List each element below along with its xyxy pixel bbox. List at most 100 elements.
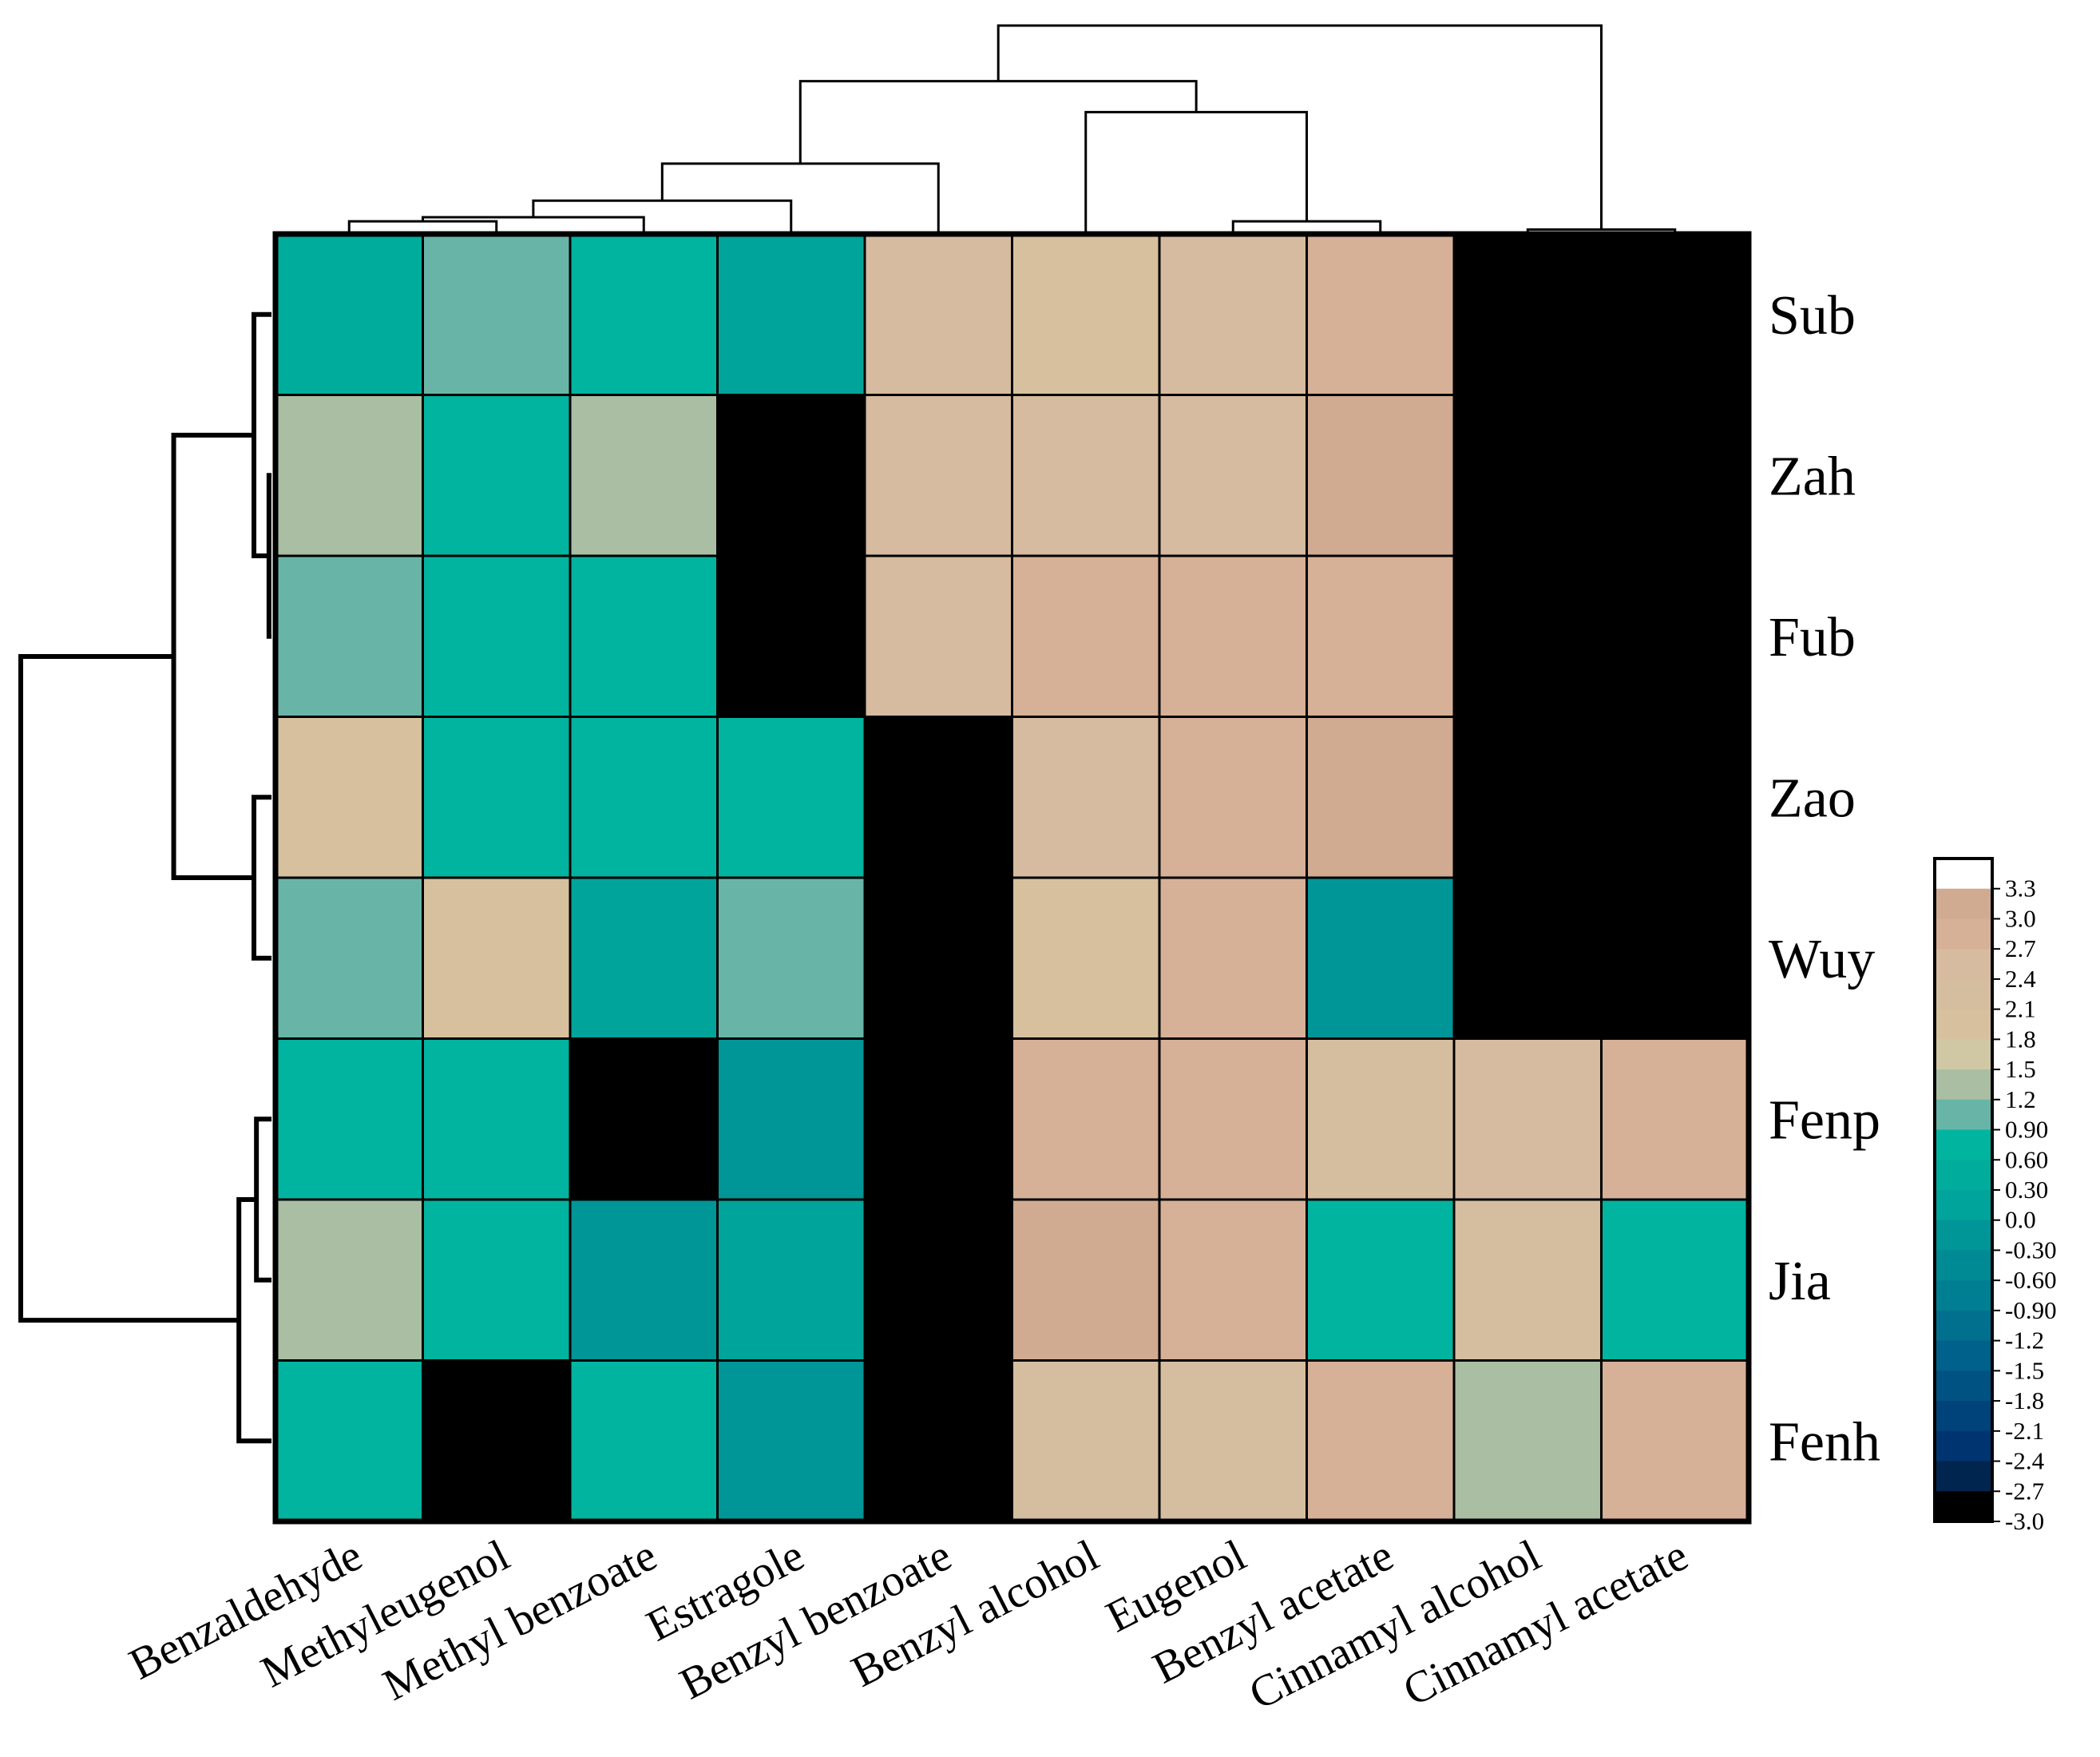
column-dendrogram-branch-9: [997, 24, 1603, 230]
cell-wuy-eugenol: [1158, 876, 1308, 1040]
cell-fenp-methyl-benzoate: [569, 1037, 719, 1201]
row-label-fenp: Fenp: [1769, 1089, 1880, 1151]
row-dendrogram-branch-3: [252, 795, 271, 961]
column-dendrogram-branch-5: [1231, 220, 1382, 232]
cell-zao-estragole: [716, 716, 866, 879]
cell-fenh-methyleugenol: [422, 1359, 572, 1523]
cell-sub-cinnamyl-alcohol: [1452, 232, 1603, 396]
cell-zao-methyleugenol: [422, 716, 572, 879]
cell-fub-eugenol: [1158, 554, 1308, 718]
cell-wuy-benzyl-alcohol: [1011, 876, 1161, 1040]
cell-fenh-benzaldehyde: [274, 1359, 424, 1523]
legend-tick-label-8: 1.2: [2005, 1085, 2036, 1113]
legend-swatch-15: [1935, 1280, 1992, 1311]
cell-zao-eugenol: [1158, 716, 1308, 879]
cell-sub-benzyl-acetate: [1306, 232, 1456, 396]
cell-fub-methyl-benzoate: [569, 554, 719, 718]
cell-wuy-cinnamyl-acetate: [1600, 876, 1750, 1040]
legend-tick-label-9: 0.90: [2005, 1116, 2048, 1144]
legend-swatch-10: [1935, 1129, 1992, 1160]
legend-swatch-3: [1935, 918, 1992, 950]
row-label-jia: Jia: [1769, 1251, 1831, 1312]
cell-fenp-estragole: [716, 1037, 866, 1201]
legend-tick-label-4: 2.4: [2005, 965, 2036, 993]
column-label-benzyl-alcohol: Benzyl alcohol: [844, 1530, 1107, 1696]
cell-jia-methyleugenol: [422, 1198, 572, 1362]
column-dendrogram-branch-2: [422, 216, 645, 232]
legend-swatch-5: [1935, 978, 1992, 1010]
cell-zah-benzyl-alcohol: [1011, 394, 1161, 557]
row-label-wuy: Wuy: [1769, 929, 1875, 990]
legend-tick-label-20: -2.4: [2005, 1447, 2045, 1475]
cell-jia-benzyl-acetate: [1306, 1198, 1456, 1362]
legend-swatch-1: [1935, 859, 1992, 890]
row-label-zah: Zah: [1769, 446, 1856, 507]
legend-swatch-22: [1935, 1491, 1992, 1522]
cell-zao-cinnamyl-alcohol: [1452, 716, 1603, 879]
cell-fenp-eugenol: [1158, 1037, 1308, 1201]
cell-fenp-benzyl-benzoate: [863, 1037, 1013, 1201]
legend-tick-label-11: 0.30: [2005, 1176, 2048, 1204]
row-dendrogram: [18, 311, 271, 1444]
row-label-fub: Fub: [1769, 607, 1856, 668]
legend-tick-label-14: -0.60: [2005, 1266, 2057, 1294]
legend-swatch-12: [1935, 1190, 1992, 1221]
cell-sub-cinnamyl-acetate: [1600, 232, 1750, 396]
cell-zao-methyl-benzoate: [569, 716, 719, 879]
cell-fenh-benzyl-acetate: [1306, 1359, 1456, 1523]
cell-jia-methyl-benzoate: [569, 1198, 719, 1362]
cell-wuy-methyleugenol: [422, 876, 572, 1040]
cell-fenh-estragole: [716, 1359, 866, 1523]
legend-swatch-18: [1935, 1370, 1992, 1402]
cell-zao-benzyl-acetate: [1306, 716, 1456, 879]
heatmap-cells: [274, 232, 1750, 1523]
cell-jia-benzyl-benzoate: [863, 1198, 1013, 1362]
cell-wuy-methyl-benzoate: [569, 876, 719, 1040]
color-legend: 3.33.02.72.42.11.81.51.20.900.600.300.0-…: [1933, 857, 2057, 1535]
cell-fenh-cinnamyl-alcohol: [1452, 1359, 1603, 1523]
legend-tick-label-15: -0.90: [2005, 1296, 2057, 1324]
column-dendrogram-branch-4: [660, 162, 940, 232]
cell-fub-estragole: [716, 554, 866, 718]
cell-zah-benzyl-benzoate: [863, 394, 1013, 557]
legend-swatch-7: [1935, 1039, 1992, 1070]
cell-fub-cinnamyl-acetate: [1600, 554, 1750, 718]
legend-tick-label-12: 0.0: [2005, 1206, 2036, 1234]
cell-wuy-benzyl-benzoate: [863, 876, 1013, 1040]
legend-swatch-20: [1935, 1430, 1992, 1462]
cell-zah-methyl-benzoate: [569, 394, 719, 557]
cell-sub-benzaldehyde: [274, 232, 424, 396]
cell-fenp-cinnamyl-alcohol: [1452, 1037, 1603, 1201]
cell-wuy-cinnamyl-alcohol: [1452, 876, 1603, 1040]
cell-fub-methyleugenol: [422, 554, 572, 718]
cell-sub-benzyl-benzoate: [863, 232, 1013, 396]
cell-zao-cinnamyl-acetate: [1600, 716, 1750, 879]
legend-tick-label-22: -3.0: [2005, 1507, 2044, 1535]
heatmap-border: [272, 231, 1752, 1525]
cell-fenp-benzyl-alcohol: [1011, 1037, 1161, 1201]
row-label-fenh: Fenh: [1769, 1411, 1880, 1473]
cell-zao-benzaldehyde: [274, 716, 424, 879]
legend-tick-label-5: 2.1: [2005, 995, 2036, 1023]
column-dendrogram-branch-1: [347, 220, 498, 232]
row-label-sub: Sub: [1769, 285, 1856, 347]
cell-fub-cinnamyl-alcohol: [1452, 554, 1603, 718]
cell-zah-cinnamyl-acetate: [1600, 394, 1750, 557]
cell-zah-estragole: [716, 394, 866, 557]
cell-fenh-benzyl-benzoate: [863, 1359, 1013, 1523]
cell-fub-benzyl-alcohol: [1011, 554, 1161, 718]
cell-sub-eugenol: [1158, 232, 1308, 396]
legend-tick-label-3: 2.7: [2005, 934, 2036, 962]
legend-swatch-9: [1935, 1099, 1992, 1131]
legend-swatch-4: [1935, 949, 1992, 980]
row-labels: Sub Zah Fub Zao Wuy Fenp Jia Fenh: [1769, 285, 1880, 1473]
cell-jia-benzaldehyde: [274, 1198, 424, 1362]
cell-fub-benzyl-acetate: [1306, 554, 1456, 718]
cell-zao-benzyl-benzoate: [863, 716, 1013, 879]
legend-swatch-13: [1935, 1220, 1992, 1251]
cell-zah-cinnamyl-alcohol: [1452, 394, 1603, 557]
cell-sub-estragole: [716, 232, 866, 396]
cell-sub-methyleugenol: [422, 232, 572, 396]
legend-tick-label-21: -2.7: [2005, 1477, 2044, 1505]
